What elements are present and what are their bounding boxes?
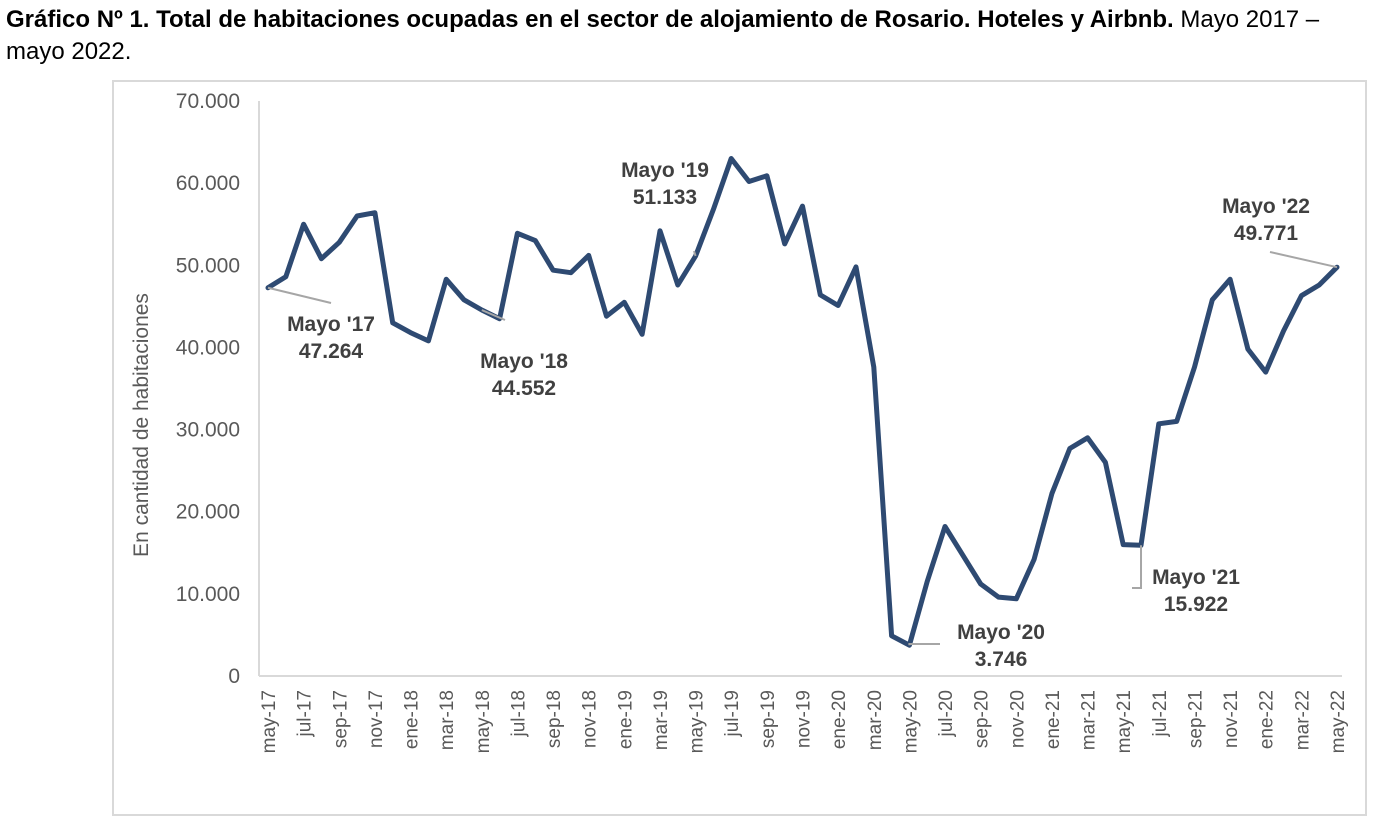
x-tick-label: mar-20 [865,690,886,750]
y-axis: 0 10.000 20.000 30.000 40.000 50.000 60.000 70.… [176,90,260,688]
x-tick-label: jul-19 [722,690,743,737]
x-tick-label: mar-22 [1292,690,1313,750]
annotation-leader [1269,251,1338,269]
annotation-value: 49.771 [1234,222,1299,245]
y-tick-label: 10.000 [176,583,240,606]
x-tick-label: may-22 [1328,690,1349,753]
x-tick-label: may-20 [900,690,921,753]
x-tick-label: jul-17 [295,690,316,737]
annotation-label: Mayo '17 [287,313,375,336]
x-tick-label: nov-21 [1221,690,1242,748]
y-tick-label: 40.000 [176,336,240,359]
annotation-value: 3.746 [975,648,1028,671]
x-tick-label: ene-20 [829,690,850,749]
annotation-leader [481,309,506,321]
annotation-leader [908,643,940,646]
y-tick-label: 0 [228,665,240,688]
annotation-label: Mayo '18 [480,350,568,373]
x-tick-label: sep-21 [1185,690,1206,748]
annotation-label: Mayo '22 [1222,195,1310,218]
annotation-leader [267,286,332,304]
x-tick-label: ene-21 [1043,690,1064,749]
x-tick-label: jul-20 [936,690,957,737]
x-tick-label: jul-21 [1150,690,1171,737]
x-tick-label: ene-19 [615,690,636,749]
y-tick-label: 60.000 [176,172,240,195]
x-tick-label: sep-17 [330,690,351,748]
chart-title: Gráfico Nº 1. Total de habitaciones ocup… [6,4,1378,68]
x-tick-label: may-21 [1114,690,1135,753]
x-tick-label: may-18 [473,690,494,753]
x-tick-label: sep-18 [544,690,565,748]
x-tick-label: nov-20 [1007,690,1028,748]
chart-title-normal: Mayo 2017 – mayo 2022. [6,6,1320,65]
y-axis-label: En cantidad de habitaciones [130,293,153,557]
annotation-leader [1132,545,1143,589]
annotation-value: 47.264 [299,340,364,363]
annotation-label: Mayo '19 [621,159,709,182]
annotation-value: 15.922 [1164,593,1228,616]
x-tick-label: nov-18 [580,690,601,748]
series-line [265,156,1340,648]
x-tick-label: sep-20 [972,690,993,748]
annotation-leader [693,250,697,257]
x-tick-label: mar-21 [1079,690,1100,750]
annotation-value: 44.552 [492,377,556,400]
annotation-label: Mayo '21 [1152,566,1240,589]
x-tick-label: mar-19 [651,690,672,750]
y-tick-label: 20.000 [176,501,240,524]
series-group [265,156,1340,648]
y-tick-label: 70.000 [176,90,240,113]
y-tick-label: 30.000 [176,419,240,442]
x-tick-label: jul-18 [508,690,529,737]
x-tick-label: sep-19 [758,690,779,748]
chart-frame [112,80,1367,816]
x-axis: may-17 jul-17 sep-17 nov-17 ene-18 mar-18 may-… [259,675,1349,753]
x-tick-label: may-19 [687,690,708,753]
annotation-value: 51.133 [633,186,697,209]
x-tick-label: ene-18 [402,690,423,749]
x-tick-label: ene-22 [1257,690,1278,749]
chart-title-bold: Gráfico Nº 1. Total de habitaciones ocup… [6,6,1174,33]
x-tick-label: mar-18 [437,690,458,750]
y-tick-label: 50.000 [176,254,240,277]
x-tick-label: nov-17 [366,690,387,748]
annotation-label: Mayo '20 [957,621,1045,644]
x-tick-label: may-17 [259,690,280,753]
annotations: Mayo '17 47.264 Mayo '18 44.552 Mayo '19 51.1… [267,159,1338,671]
x-tick-label: nov-19 [794,690,815,748]
